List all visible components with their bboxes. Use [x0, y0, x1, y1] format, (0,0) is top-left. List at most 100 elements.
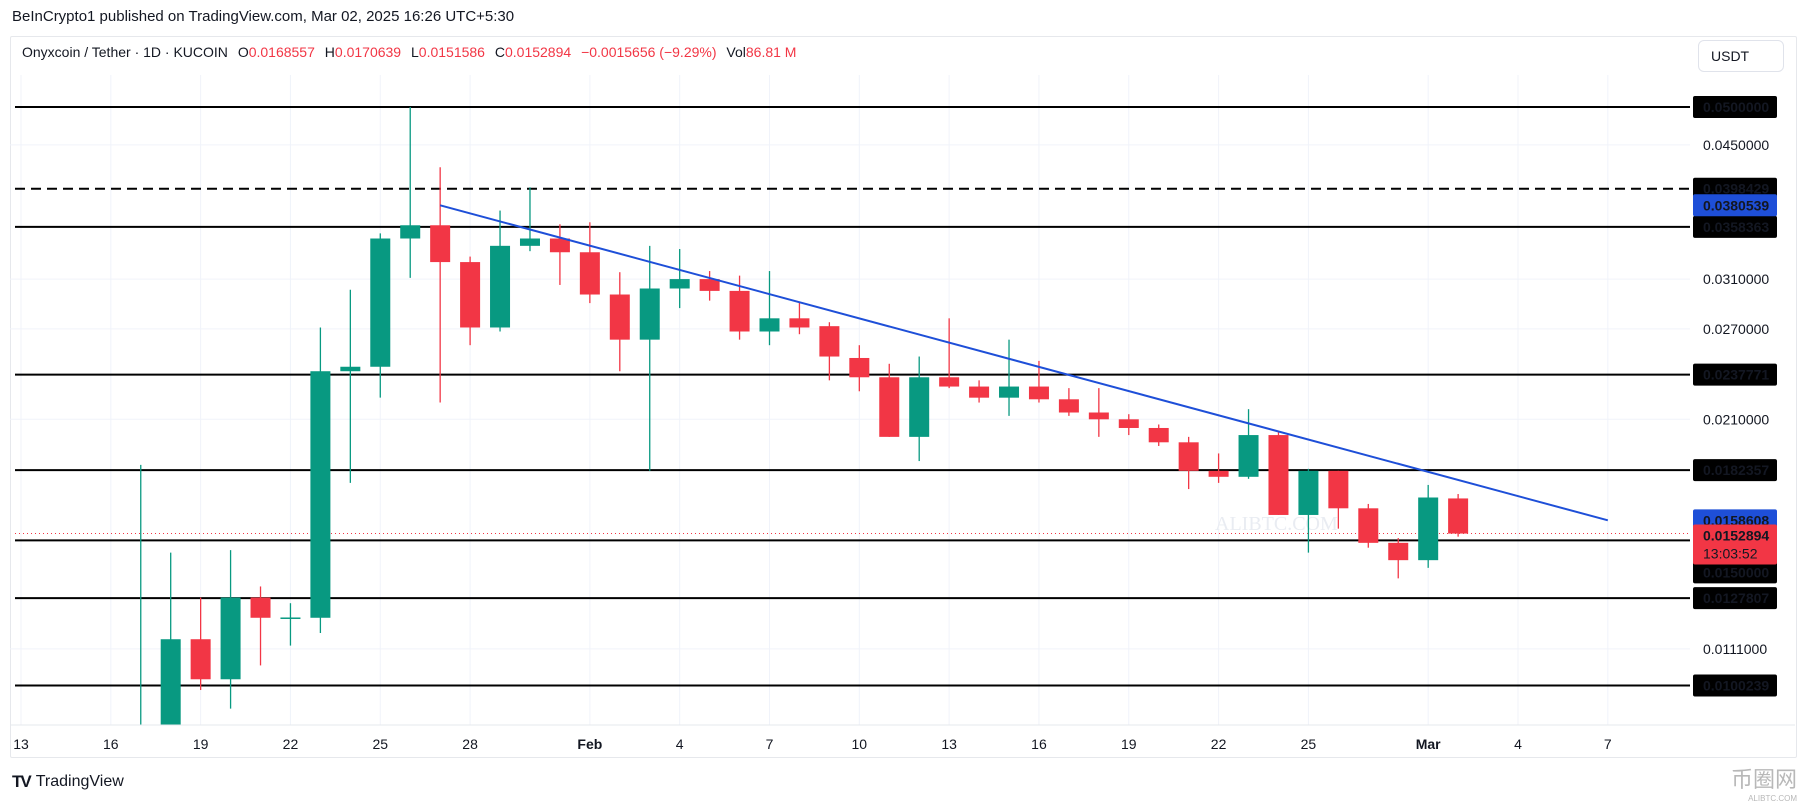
published-caption: BeInCrypto1 published on TradingView.com… [12, 8, 515, 25]
price-axis-label: 0.0111000 [1703, 641, 1767, 657]
candle-down [609, 294, 630, 340]
candle-down [1268, 435, 1289, 515]
time-axis-label: 22 [1211, 736, 1227, 752]
countdown-timer: 13:03:52 [1703, 546, 1758, 562]
candle-up [131, 732, 151, 744]
trendline-start-tag: 0.0380539 [1703, 197, 1769, 213]
candle-down [1028, 386, 1049, 400]
last-price-tag: 0.0152894 [1703, 528, 1769, 544]
price-axis-label: 0.0450000 [1703, 137, 1769, 153]
level-price-tag: 0.0127807 [1703, 590, 1769, 606]
candle-down [1208, 470, 1229, 477]
trendline-end-tag: 0.0158608 [1703, 512, 1769, 528]
candle-down [1058, 399, 1079, 413]
close-value: 0.0152894 [504, 44, 572, 60]
low-value: 0.0151586 [418, 44, 485, 60]
plot-area: ALIBTC.COM [10, 75, 1690, 744]
candle-down [879, 377, 900, 437]
candle-up [1418, 497, 1439, 561]
level-price-tag: 0.0150000 [1703, 564, 1769, 580]
price-axis-label: 0.0270000 [1703, 321, 1769, 337]
badge-subtext: ALIBTC.COM [1748, 794, 1797, 803]
candle-up [400, 225, 421, 239]
open-label: O [237, 44, 249, 60]
candle-up [280, 617, 301, 619]
candle-down [250, 597, 271, 618]
level-price-tag-bg [1693, 459, 1777, 482]
candle-up [1298, 470, 1319, 515]
time-axis-label: 22 [283, 736, 299, 752]
time-axis-label: 19 [1121, 736, 1137, 752]
volume-label: Vol [726, 44, 746, 60]
candle-down [729, 290, 750, 332]
level-price-tag-bg [1693, 674, 1777, 697]
candle-up [220, 597, 241, 680]
candle-up [310, 371, 331, 618]
watermark-text: ALIBTC.COM [1215, 513, 1338, 535]
time-axis-label: 10 [852, 736, 868, 752]
candle-down [849, 357, 870, 378]
volume-value: 86.81 M [745, 44, 797, 60]
time-axis-label: 7 [766, 736, 774, 752]
badge-text: 币圈网 [1730, 767, 1797, 792]
candle-up [999, 386, 1020, 398]
time-axis-label: 4 [676, 736, 684, 752]
level-price-tag: 0.0182357 [1703, 462, 1769, 478]
time-axis-label: 16 [103, 736, 119, 752]
level-price-tag: 0.0500000 [1703, 99, 1769, 115]
level-price-tag-bg [1693, 363, 1777, 386]
time-axis-label: 13 [13, 736, 29, 752]
candle-down [1178, 442, 1199, 471]
time-axis-label: 7 [1604, 736, 1612, 752]
candle-down [939, 377, 960, 387]
time-axis-label: 19 [193, 736, 209, 752]
candle-down [819, 326, 840, 357]
high-value: 0.0170639 [334, 44, 402, 60]
symbol-title[interactable]: Onyxcoin / Tether · 1D · KUCOIN [22, 44, 228, 60]
time-axis-label: 28 [462, 736, 478, 752]
close-label: C [494, 44, 505, 60]
level-price-tag: 0.0100239 [1703, 678, 1769, 694]
last-price-tag-bg [1693, 524, 1777, 565]
level-price-tag: 0.0398429 [1703, 181, 1769, 197]
candle-down [549, 238, 570, 253]
footer-brand[interactable]: TV TradingView [12, 772, 124, 792]
level-price-tag: 0.0358363 [1703, 219, 1769, 235]
site-badge: 币圈网 ALIBTC.COM [1687, 762, 1797, 803]
time-axis-label: 25 [1301, 736, 1317, 752]
level-price-tag-bg [1693, 96, 1777, 118]
candle-down [1328, 470, 1349, 509]
candle-up [340, 366, 361, 372]
candle-down [460, 262, 481, 328]
time-axis-label: 4 [1514, 736, 1522, 752]
tradingview-logo-icon: TV [12, 772, 32, 791]
time-axis-label: Feb [577, 736, 602, 752]
candle-down [1448, 498, 1469, 534]
open-value: 0.0168557 [248, 44, 315, 60]
candle-down [1148, 427, 1169, 443]
candle-up [370, 238, 391, 367]
candle-down [789, 318, 810, 328]
candle-up [639, 288, 660, 340]
candle-up [490, 245, 511, 328]
ohlc-legend: Onyxcoin / Tether · 1D · KUCOIN O0.01685… [22, 44, 796, 60]
candle-down [190, 639, 211, 680]
candle-down [1088, 412, 1109, 420]
currency-button[interactable]: USDT [1698, 40, 1784, 72]
candle-up [669, 279, 690, 289]
low-label: L [410, 44, 419, 60]
candle-down [969, 386, 990, 398]
price-axis-label: 0.0310000 [1703, 271, 1769, 287]
level-price-tag-bg [1693, 587, 1777, 610]
brand-name: TradingView [35, 773, 124, 790]
candle-up [160, 639, 181, 725]
level-price-tag-bg [1693, 215, 1777, 238]
candle-down [1358, 508, 1379, 543]
chart-frame [10, 36, 1797, 758]
candle-down [1118, 419, 1139, 428]
time-axis-label: 16 [1031, 736, 1047, 752]
trendline-start-tag-bg [1693, 194, 1777, 217]
candle-up [1238, 435, 1259, 477]
candle-down [579, 252, 600, 295]
